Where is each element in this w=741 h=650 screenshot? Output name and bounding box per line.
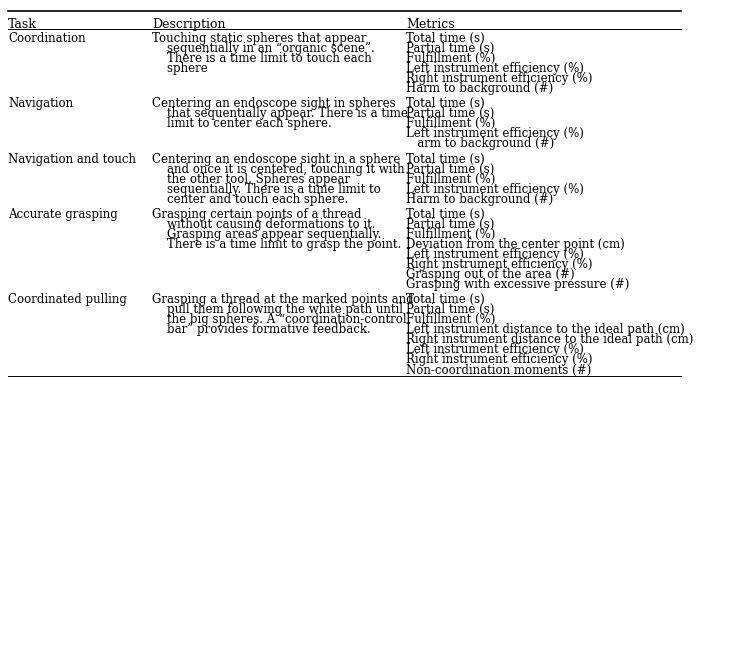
Text: Fulfillment (%): Fulfillment (%) (406, 173, 496, 186)
Text: There is a time limit to grasp the point.: There is a time limit to grasp the point… (153, 238, 402, 251)
Text: Centering an endoscope sight in spheres: Centering an endoscope sight in spheres (153, 98, 396, 111)
Text: without causing deformations to it.: without causing deformations to it. (153, 218, 376, 231)
Text: Accurate grasping: Accurate grasping (8, 208, 118, 221)
Text: that sequentially appear. There is a time: that sequentially appear. There is a tim… (153, 107, 408, 120)
Text: Harm to background (#): Harm to background (#) (406, 192, 554, 205)
Text: Harm to background (#): Harm to background (#) (406, 82, 554, 95)
Text: Coordinated pulling: Coordinated pulling (8, 293, 127, 306)
Text: Total time (s): Total time (s) (406, 293, 485, 306)
Text: Navigation: Navigation (8, 98, 73, 111)
Text: Partial time (s): Partial time (s) (406, 218, 495, 231)
Text: Left instrument efficiency (%): Left instrument efficiency (%) (406, 62, 584, 75)
Text: Fulfillment (%): Fulfillment (%) (406, 313, 496, 326)
Text: Right instrument efficiency (%): Right instrument efficiency (%) (406, 258, 593, 271)
Text: Grasping out of the area (#): Grasping out of the area (#) (406, 268, 575, 281)
Text: Right instrument efficiency (%): Right instrument efficiency (%) (406, 354, 593, 367)
Text: limit to center each sphere.: limit to center each sphere. (153, 117, 332, 130)
Text: There is a time limit to touch each: There is a time limit to touch each (153, 52, 372, 65)
Text: the big spheres. A “coordination-control: the big spheres. A “coordination-control (153, 313, 407, 326)
Text: Coordination: Coordination (8, 32, 86, 45)
Text: Description: Description (153, 18, 226, 31)
Text: Fulfillment (%): Fulfillment (%) (406, 228, 496, 241)
Text: pull them following the white path until: pull them following the white path until (153, 304, 403, 317)
Text: sphere: sphere (153, 62, 208, 75)
Text: Navigation and touch: Navigation and touch (8, 153, 136, 166)
Text: arm to background (#): arm to background (#) (406, 137, 554, 150)
Text: Non-coordination moments (#): Non-coordination moments (#) (406, 363, 591, 376)
Text: Left instrument efficiency (%): Left instrument efficiency (%) (406, 127, 584, 140)
Text: Total time (s): Total time (s) (406, 208, 485, 221)
Text: sequentially. There is a time limit to: sequentially. There is a time limit to (153, 183, 381, 196)
Text: Left instrument efficiency (%): Left instrument efficiency (%) (406, 183, 584, 196)
Text: Left instrument efficiency (%): Left instrument efficiency (%) (406, 248, 584, 261)
Text: bar” provides formative feedback.: bar” provides formative feedback. (153, 324, 371, 337)
Text: Left instrument efficiency (%): Left instrument efficiency (%) (406, 343, 584, 356)
Text: Total time (s): Total time (s) (406, 153, 485, 166)
Text: Partial time (s): Partial time (s) (406, 304, 495, 317)
Text: Total time (s): Total time (s) (406, 98, 485, 111)
Text: Right instrument distance to the ideal path (cm): Right instrument distance to the ideal p… (406, 333, 694, 346)
Text: Grasping certain points of a thread: Grasping certain points of a thread (153, 208, 362, 221)
Text: Deviation from the center point (cm): Deviation from the center point (cm) (406, 238, 625, 251)
Text: Grasping with excessive pressure (#): Grasping with excessive pressure (#) (406, 278, 630, 291)
Text: Partial time (s): Partial time (s) (406, 107, 495, 120)
Text: Centering an endoscope sight in a sphere: Centering an endoscope sight in a sphere (153, 153, 401, 166)
Text: Grasping areas appear sequentially.: Grasping areas appear sequentially. (153, 228, 382, 241)
Text: Left instrument distance to the ideal path (cm): Left instrument distance to the ideal pa… (406, 324, 685, 337)
Text: Fulfillment (%): Fulfillment (%) (406, 52, 496, 65)
Text: Metrics: Metrics (406, 18, 455, 31)
Text: sequentially in an “organic scene”.: sequentially in an “organic scene”. (153, 42, 375, 55)
Text: the other tool. Spheres appear: the other tool. Spheres appear (153, 173, 350, 186)
Text: Grasping a thread at the marked points and: Grasping a thread at the marked points a… (153, 293, 414, 306)
Text: and once it is centered, touching it with: and once it is centered, touching it wit… (153, 162, 405, 176)
Text: Total time (s): Total time (s) (406, 32, 485, 45)
Text: Task: Task (8, 18, 37, 31)
Text: center and touch each sphere.: center and touch each sphere. (153, 192, 349, 205)
Text: Right instrument efficiency (%): Right instrument efficiency (%) (406, 72, 593, 85)
Text: Touching static spheres that appear: Touching static spheres that appear (153, 32, 367, 45)
Text: Fulfillment (%): Fulfillment (%) (406, 117, 496, 130)
Text: Partial time (s): Partial time (s) (406, 162, 495, 176)
Text: Partial time (s): Partial time (s) (406, 42, 495, 55)
